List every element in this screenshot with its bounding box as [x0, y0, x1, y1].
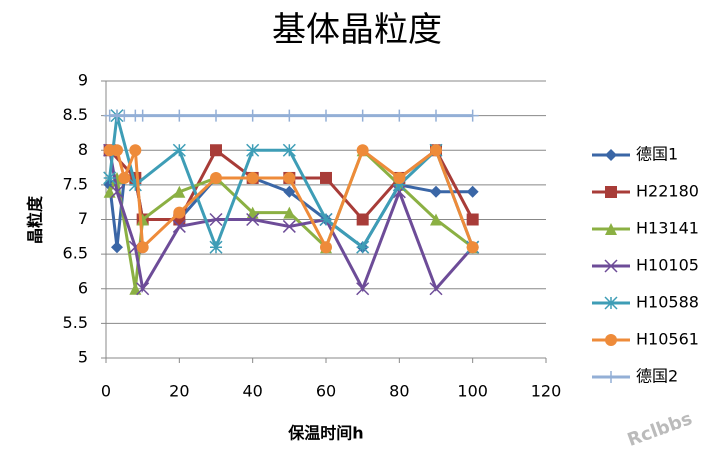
marker	[466, 109, 479, 122]
x-axis-label: 保温时间h	[287, 424, 363, 443]
y-tick-label: 5	[78, 348, 88, 367]
legend-label: 德国2	[636, 367, 678, 386]
marker	[320, 109, 332, 122]
legend-label: H10561	[636, 330, 699, 349]
y-tick-label: 7.5	[63, 174, 88, 193]
marker	[128, 178, 142, 192]
x-tick-label: 0	[101, 382, 111, 401]
marker	[466, 213, 479, 226]
marker	[118, 109, 131, 122]
y-tick-label: 6	[78, 278, 88, 297]
marker	[605, 223, 617, 235]
marker	[136, 282, 150, 296]
legend-label: H13141	[636, 219, 699, 238]
y-tick-label: 7	[78, 209, 88, 228]
marker	[209, 240, 223, 254]
chart-title: 基体晶粒度	[272, 10, 442, 50]
marker	[283, 185, 296, 198]
x-tick-label: 80	[389, 382, 409, 401]
marker	[356, 282, 370, 296]
marker	[173, 109, 186, 122]
marker	[429, 282, 443, 296]
y-tick-label: 8.5	[63, 105, 88, 124]
y-tick-label: 9	[78, 71, 88, 90]
marker	[173, 185, 186, 198]
marker	[466, 241, 479, 254]
x-tick-label: 60	[316, 382, 336, 401]
marker	[136, 109, 149, 122]
marker	[129, 144, 142, 157]
legend-label: H10588	[636, 293, 699, 312]
x-tick-label: 120	[531, 382, 562, 401]
marker	[393, 109, 406, 122]
legend-label: H10105	[636, 256, 699, 275]
legend-label: 德国1	[636, 145, 678, 164]
legend-label: H22180	[636, 182, 699, 201]
watermark: Rclbbs	[625, 408, 695, 451]
marker	[604, 296, 618, 310]
marker	[110, 185, 124, 199]
marker	[604, 259, 618, 273]
y-axis-label: 晶粒度	[26, 195, 45, 244]
marker	[466, 185, 479, 198]
marker	[282, 219, 296, 233]
marker	[136, 241, 149, 254]
marker	[392, 178, 406, 192]
x-tick-label: 100	[457, 382, 488, 401]
marker	[319, 212, 333, 227]
y-tick-label: 6.5	[63, 244, 88, 263]
marker	[282, 143, 296, 157]
marker	[605, 149, 617, 161]
marker	[103, 185, 116, 198]
x-tick-label: 20	[169, 382, 189, 401]
marker	[320, 241, 332, 254]
marker	[605, 334, 617, 346]
marker	[103, 171, 117, 185]
marker	[118, 171, 131, 184]
y-tick-label: 8	[78, 140, 88, 159]
marker	[356, 144, 369, 157]
y-tick-label: 5.5	[63, 313, 88, 332]
marker	[111, 241, 123, 254]
marker	[430, 213, 442, 226]
marker	[356, 213, 369, 226]
marker	[111, 144, 123, 157]
marker	[246, 212, 260, 227]
marker	[172, 143, 186, 157]
marker	[430, 185, 442, 198]
marker	[392, 185, 406, 199]
marker	[210, 171, 222, 184]
marker	[430, 109, 442, 122]
x-tick-label: 40	[242, 382, 262, 401]
marker	[605, 186, 617, 198]
marker	[246, 109, 259, 122]
marker	[210, 109, 222, 122]
marker	[246, 171, 259, 184]
marker	[393, 171, 406, 184]
marker	[283, 109, 296, 122]
marker	[173, 206, 186, 219]
marker	[430, 144, 442, 157]
marker	[209, 212, 223, 227]
marker	[605, 371, 617, 383]
series-line	[109, 147, 475, 251]
marker	[129, 282, 142, 295]
marker	[283, 171, 296, 184]
marker	[283, 206, 296, 219]
marker	[246, 143, 260, 157]
marker	[210, 144, 222, 157]
marker	[320, 171, 332, 184]
marker	[356, 109, 369, 122]
marker	[172, 219, 186, 233]
marker	[356, 240, 370, 254]
